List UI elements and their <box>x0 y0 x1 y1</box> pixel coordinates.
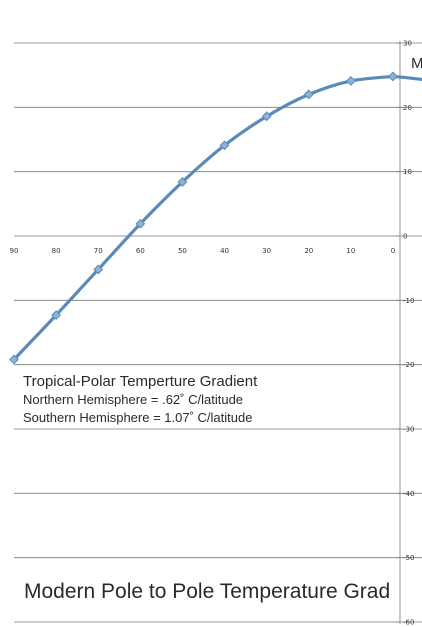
x-tick-labels: 90 80 70 60 50 40 30 20 10 0 <box>10 247 396 255</box>
y-tick-label-0: 30 <box>403 40 412 48</box>
x-tick-label-9: 0 <box>391 247 395 255</box>
x-tick-label-1: 80 <box>52 247 61 255</box>
x-tick-label-8: 10 <box>346 247 355 255</box>
y-axis <box>396 41 401 624</box>
y-tick-label-2: 10 <box>403 168 412 176</box>
data-point-5 <box>219 140 230 151</box>
x-tick-label-0: 90 <box>10 247 19 255</box>
annotation-southern: Southern Hemisphere = 1.07˚ C/latitude <box>23 410 252 425</box>
x-tick-label-3: 60 <box>136 247 145 255</box>
x-tick-label-2: 70 <box>94 247 103 255</box>
series-line-0 <box>12 74 422 362</box>
y-tick-label-4: -10 <box>403 297 414 305</box>
y-tick-label-3: 0 <box>403 233 407 241</box>
data-point-7 <box>303 89 314 100</box>
y-tick-label-5: -20 <box>403 361 414 369</box>
y-tick-labels: 30 20 10 0 -10 -20 -30 -40 -50 -60 <box>403 40 414 627</box>
data-point-9 <box>388 71 398 82</box>
annotation-title: Tropical-Polar Temperture Gradient <box>23 373 258 390</box>
data-point-3 <box>135 218 146 229</box>
y-tick-label-6: -30 <box>403 426 414 434</box>
gridlines <box>14 42 422 623</box>
x-tick-label-7: 20 <box>304 247 313 255</box>
x-tick-label-5: 40 <box>220 247 229 255</box>
chart-title-fragment: M <box>411 55 422 72</box>
data-series <box>9 71 422 365</box>
data-point-0 <box>9 354 19 365</box>
data-point-2 <box>93 264 104 275</box>
x-tick-label-4: 50 <box>178 247 187 255</box>
y-tick-label-9: -60 <box>403 619 414 627</box>
data-point-6 <box>261 111 272 122</box>
y-tick-label-1: 20 <box>403 104 412 112</box>
y-tick-label-8: -50 <box>403 554 414 562</box>
data-point-1 <box>51 310 62 321</box>
data-point-8 <box>345 76 356 86</box>
y-tick-label-7: -40 <box>403 490 414 498</box>
x-tick-label-6: 30 <box>262 247 271 255</box>
data-point-4 <box>177 177 188 187</box>
chart-caption: Modern Pole to Pole Temperature Grad <box>24 580 390 603</box>
annotation-northern: Northern Hemisphere = .62˚ C/latitude <box>23 392 243 407</box>
